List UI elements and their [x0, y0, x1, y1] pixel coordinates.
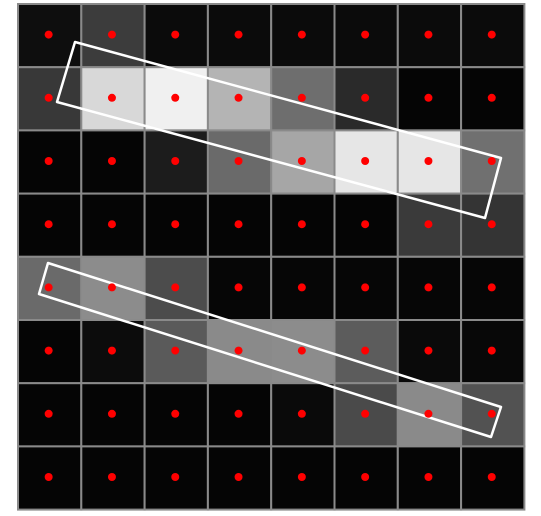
- grid-cell: [460, 3, 526, 69]
- sample-point: [234, 93, 243, 102]
- upper-rotated-rectangle: [55, 40, 503, 220]
- sample-point: [487, 93, 496, 102]
- sample-point: [361, 220, 370, 229]
- sample-point: [424, 346, 433, 355]
- sample-point: [424, 220, 433, 229]
- sample-point: [234, 409, 243, 418]
- sample-point: [424, 473, 433, 481]
- sample-point: [297, 30, 306, 39]
- sample-point: [361, 409, 370, 418]
- sample-point: [107, 473, 116, 481]
- sample-point: [487, 283, 496, 292]
- sample-point: [361, 283, 370, 292]
- sample-point: [171, 93, 180, 102]
- sample-point: [361, 346, 370, 355]
- sample-point: [424, 30, 433, 39]
- sample-point: [361, 157, 370, 165]
- sample-point: [234, 283, 243, 292]
- sample-point: [234, 220, 243, 229]
- sample-point: [487, 473, 496, 481]
- sample-point: [297, 283, 306, 292]
- sample-point: [234, 157, 243, 165]
- sample-point: [107, 283, 116, 292]
- sample-point: [424, 409, 433, 418]
- sample-point: [234, 473, 243, 481]
- lower-rotated-rectangle: [37, 261, 503, 439]
- sample-point: [361, 473, 370, 481]
- grid-cell: [333, 129, 399, 195]
- sample-point: [107, 220, 116, 229]
- sample-point: [297, 409, 306, 418]
- sample-point: [297, 93, 306, 102]
- sample-point: [424, 93, 433, 102]
- sample-point: [424, 283, 433, 292]
- sample-point: [44, 30, 53, 39]
- sample-point: [487, 409, 496, 418]
- sample-point: [487, 220, 496, 229]
- sample-point: [44, 157, 53, 165]
- sample-point: [487, 30, 496, 39]
- sample-point: [171, 346, 180, 355]
- sample-point: [361, 30, 370, 39]
- sample-point: [487, 346, 496, 355]
- sample-point: [487, 157, 496, 165]
- sample-point: [297, 220, 306, 229]
- sample-point: [44, 409, 53, 418]
- sample-point: [107, 346, 116, 355]
- sample-point: [424, 157, 433, 165]
- grid-cell: [333, 66, 399, 132]
- sample-point: [107, 409, 116, 418]
- sample-point: [44, 473, 53, 481]
- sample-point: [171, 283, 180, 292]
- sample-point: [171, 220, 180, 229]
- sample-point: [44, 93, 53, 102]
- sample-point: [44, 283, 53, 292]
- sample-point: [107, 30, 116, 39]
- sample-point: [44, 220, 53, 229]
- sample-point: [44, 346, 53, 355]
- sample-point: [171, 30, 180, 39]
- sample-point: [171, 409, 180, 418]
- sample-point: [297, 157, 306, 165]
- sample-point: [234, 30, 243, 39]
- sample-point: [234, 346, 243, 355]
- sample-point: [171, 473, 180, 481]
- sample-point: [107, 157, 116, 165]
- sample-point: [297, 473, 306, 481]
- sample-point: [297, 346, 306, 355]
- sample-point: [171, 157, 180, 165]
- sample-point: [361, 93, 370, 102]
- sample-point: [107, 93, 116, 102]
